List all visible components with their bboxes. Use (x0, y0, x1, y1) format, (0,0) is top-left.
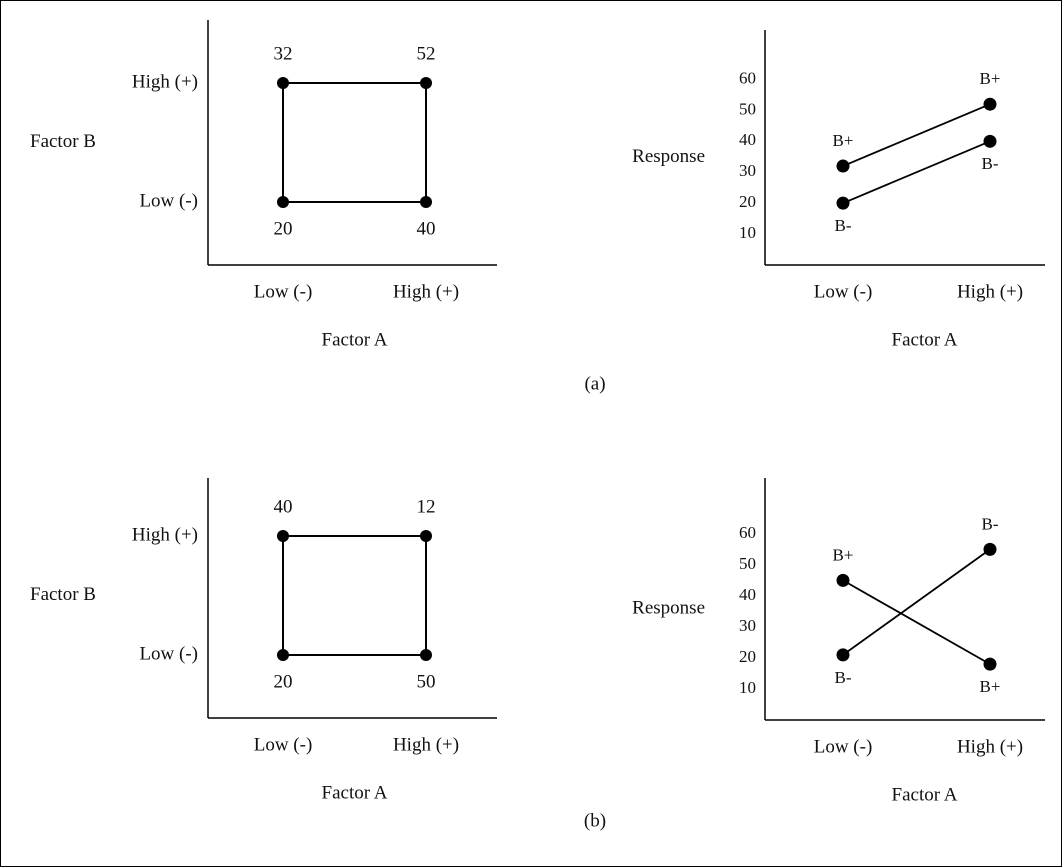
y-tick-label: 20 (739, 647, 756, 666)
point (983, 657, 997, 671)
y-tick-label: Low (-) (139, 190, 198, 211)
y-tick-label: 10 (739, 678, 756, 697)
corner-value: 32 (274, 43, 293, 64)
point (836, 573, 850, 587)
x-axis-title: Factor A (322, 782, 388, 803)
point-label: B+ (833, 131, 854, 150)
x-tick-label: Low (-) (254, 734, 313, 755)
point (836, 159, 850, 173)
y-tick-label: 20 (739, 192, 756, 211)
point-label: B+ (980, 69, 1001, 88)
corner-value: 40 (274, 496, 293, 517)
point (983, 542, 997, 556)
design-square (282, 82, 427, 203)
series-line (842, 548, 991, 656)
point-label: B- (835, 216, 852, 235)
series-line (842, 579, 991, 665)
x-axis-title: Factor A (322, 329, 388, 350)
y-tick-label: 60 (739, 523, 756, 542)
point (983, 97, 997, 111)
series-line (842, 140, 991, 204)
corner-point (420, 196, 432, 208)
point-label: B- (982, 514, 999, 533)
caption: (b) (584, 810, 606, 831)
y-axis-title: Response (632, 146, 705, 167)
caption: (a) (584, 373, 605, 394)
point-label: B- (835, 668, 852, 687)
corner-point (420, 77, 432, 89)
point (983, 134, 997, 148)
y-tick-label: High (+) (132, 71, 198, 92)
design-square (282, 535, 427, 656)
x-axis-title: Factor A (892, 329, 958, 350)
corner-value: 40 (417, 218, 436, 239)
y-tick-label: 30 (739, 616, 756, 635)
y-tick-label: 60 (739, 68, 756, 87)
corner-point (420, 530, 432, 542)
corner-value: 52 (417, 43, 436, 64)
series-line (842, 103, 991, 167)
x-tick-label: Low (-) (254, 281, 313, 302)
point (836, 648, 850, 662)
y-axis-title: Factor B (30, 131, 96, 152)
x-tick-label: High (+) (393, 734, 459, 755)
point-label: B+ (980, 677, 1001, 696)
x-tick-label: High (+) (393, 281, 459, 302)
y-axis-title: Response (632, 597, 705, 618)
y-tick-label: 30 (739, 161, 756, 180)
corner-point (277, 530, 289, 542)
corner-value: 12 (417, 496, 436, 517)
y-tick-label: 40 (739, 585, 756, 604)
x-tick-label: Low (-) (814, 736, 873, 757)
x-axis-title: Factor A (892, 784, 958, 805)
x-tick-label: Low (-) (814, 281, 873, 302)
y-tick-label: 50 (739, 554, 756, 573)
x-tick-label: High (+) (957, 736, 1023, 757)
corner-point (277, 77, 289, 89)
y-tick-label: 10 (739, 223, 756, 242)
x-tick-label: High (+) (957, 281, 1023, 302)
corner-point (420, 649, 432, 661)
point (836, 196, 850, 210)
corner-point (277, 649, 289, 661)
point-label: B- (982, 154, 999, 173)
y-tick-label: 50 (739, 99, 756, 118)
corner-value: 20 (274, 218, 293, 239)
y-axis-title: Factor B (30, 584, 96, 605)
y-tick-label: Low (-) (139, 643, 198, 664)
corner-point (277, 196, 289, 208)
corner-value: 50 (417, 671, 436, 692)
y-tick-label: 40 (739, 130, 756, 149)
point-label: B+ (833, 545, 854, 564)
y-tick-label: High (+) (132, 524, 198, 545)
corner-value: 20 (274, 671, 293, 692)
